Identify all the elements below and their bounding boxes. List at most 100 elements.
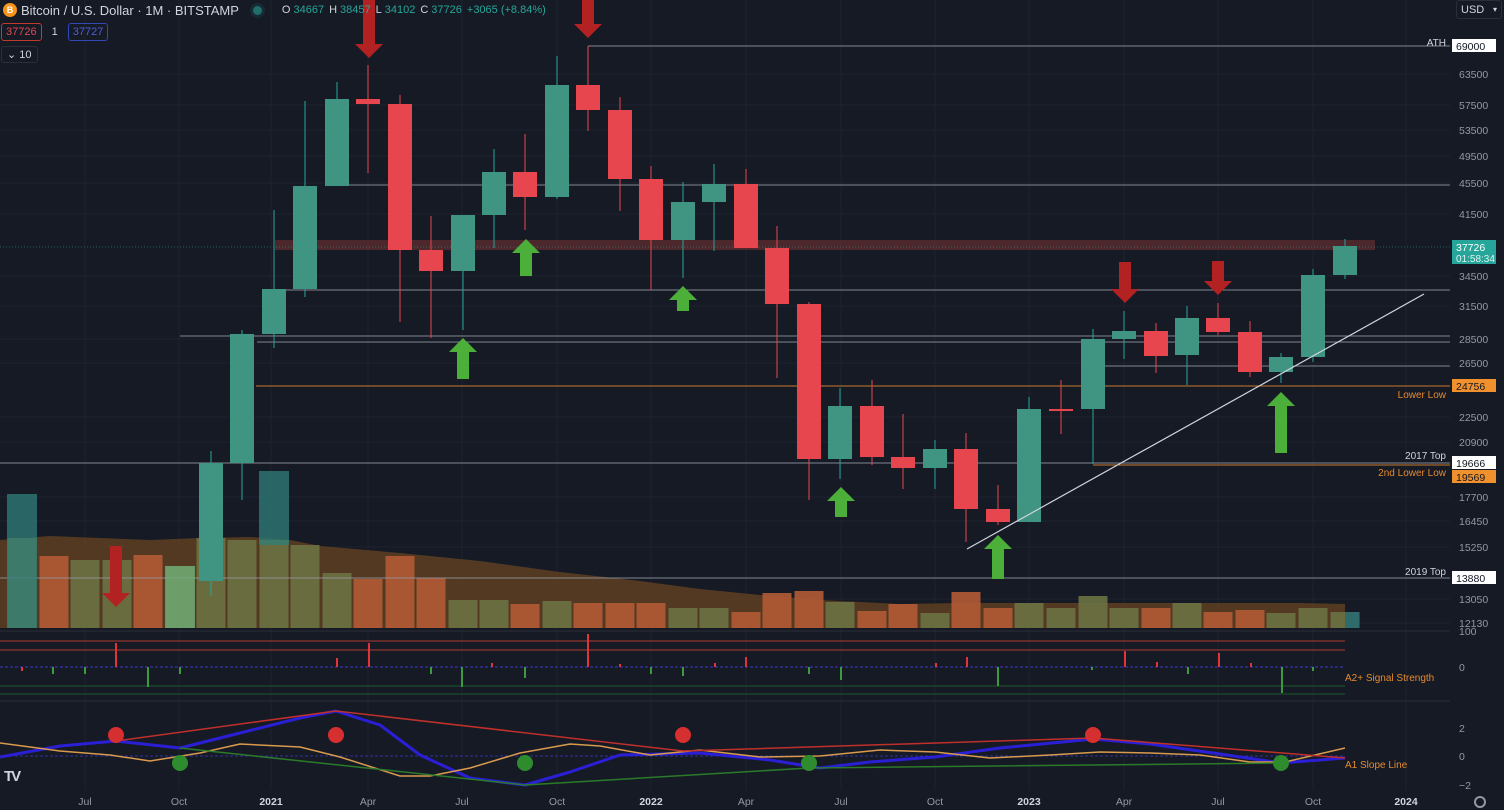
slope-line <box>179 747 1282 786</box>
volume-bar <box>668 608 698 628</box>
volume-bar <box>857 611 887 628</box>
volume-bar <box>605 603 635 628</box>
candle-body <box>262 289 286 334</box>
buy-signal-dot <box>517 755 533 771</box>
candle-body <box>388 104 412 250</box>
market-open-dot-icon <box>252 5 262 15</box>
buy-button[interactable]: 37727 <box>67 23 109 41</box>
time-axis-tick: 2021 <box>259 796 283 808</box>
bitcoin-icon: B <box>3 3 17 17</box>
candle-body <box>1269 357 1293 372</box>
price-label-value: 19666 <box>1456 458 1485 470</box>
up-arrow-icon <box>1267 392 1295 453</box>
candle-body <box>639 179 663 240</box>
price-label-value: 19569 <box>1456 472 1485 484</box>
time-axis-tick: Jul <box>78 796 91 808</box>
volume-bar <box>353 579 383 628</box>
candle-body <box>513 172 537 197</box>
candle-body <box>545 85 569 197</box>
slope-line <box>0 742 1346 777</box>
quantity-field[interactable]: 1 <box>51 26 58 38</box>
candle-body <box>293 186 317 289</box>
slope-axis-tick: 2 <box>1459 723 1465 735</box>
candle-body <box>451 215 475 271</box>
close-label: C <box>420 4 429 16</box>
candle-body <box>1112 331 1136 339</box>
volume-bar <box>825 602 855 628</box>
buy-signal-dot <box>801 755 817 771</box>
trade-panel: 37726 1 37727 <box>0 23 109 41</box>
buy-signal-dot <box>172 755 188 771</box>
down-arrow-icon <box>102 546 130 607</box>
candle-body <box>199 463 223 581</box>
level-caption: Lower Low <box>1398 390 1447 401</box>
slope-axis-tick: 0 <box>1459 751 1465 763</box>
volume-bar <box>920 613 950 628</box>
trendline <box>966 293 1425 550</box>
volume-bar <box>385 556 415 628</box>
candle-body <box>1301 275 1325 357</box>
symbol-header[interactable]: B Bitcoin / U.S. Dollar · 1M · BITSTAMP … <box>0 0 551 20</box>
signal-axis-tick: 100 <box>1459 626 1477 638</box>
low-label: L <box>375 4 382 16</box>
candle-body <box>1333 246 1357 275</box>
up-arrow-icon <box>449 338 477 379</box>
price-axis-tick: 49500 <box>1459 151 1488 163</box>
sell-signal-dot <box>675 727 691 743</box>
candle-body <box>1238 332 1262 372</box>
price-axis-tick: 45500 <box>1459 178 1488 190</box>
price-axis-tick: 31500 <box>1459 301 1488 313</box>
time-axis-tick: Oct <box>927 796 943 808</box>
sell-signal-dot <box>1085 727 1101 743</box>
volume-bar <box>542 601 572 628</box>
candle-body <box>1049 409 1073 411</box>
time-axis-tick: 2023 <box>1017 796 1041 808</box>
currency-selector[interactable]: USD ▾ <box>1456 0 1502 19</box>
volume-bar <box>1014 603 1044 628</box>
sell-button[interactable]: 37726 <box>1 23 42 41</box>
price-axis-tick: 15250 <box>1459 542 1488 554</box>
candle-body <box>1017 409 1041 522</box>
candle-body <box>325 99 349 186</box>
volume-bar <box>951 592 981 628</box>
candle-body <box>954 449 978 509</box>
volume-bar <box>39 556 69 628</box>
slope-line <box>0 709 1346 787</box>
change-value: +3065 (+8.84%) <box>466 4 546 16</box>
down-arrow-icon <box>355 0 383 58</box>
price-axis-tick: 17700 <box>1459 492 1488 504</box>
up-arrow-icon <box>827 487 855 517</box>
price-axis-tick: 26500 <box>1459 358 1488 370</box>
time-axis-tick: Apr <box>1116 796 1133 808</box>
volume-bar <box>699 608 729 628</box>
up-arrow-icon <box>512 239 540 276</box>
volume-bar <box>70 560 100 628</box>
slope-axis-tick: −2 <box>1459 780 1471 792</box>
candle-body <box>1144 331 1168 356</box>
symbol-title[interactable]: Bitcoin / U.S. Dollar · 1M · BITSTAMP <box>21 2 239 18</box>
candle-body <box>1206 318 1230 332</box>
time-axis-tick: Jul <box>1211 796 1224 808</box>
price-axis-tick: 12130 <box>1459 618 1488 630</box>
time-axis-tick: Jul <box>455 796 468 808</box>
high-value: 38457 <box>340 4 371 16</box>
gear-icon[interactable] <box>1474 796 1486 808</box>
candle-body <box>356 99 380 104</box>
volume-bar <box>636 603 666 628</box>
price-label-box <box>1452 240 1496 264</box>
level-caption: 2nd Lower Low <box>1378 468 1447 479</box>
volume-bar <box>322 573 352 628</box>
candle-body <box>671 202 695 240</box>
tradingview-logo[interactable]: TV <box>4 768 21 785</box>
volume-bar <box>133 555 163 628</box>
volume-bar <box>1235 610 1265 628</box>
signal-legend: A2+ Signal Strength <box>1345 673 1434 684</box>
buy-signal-dot <box>1273 755 1289 771</box>
indicators-toggle-button[interactable]: ⌄ 10 <box>1 46 38 63</box>
time-axis-tick: Jul <box>834 796 847 808</box>
price-axis-tick: 28500 <box>1459 334 1488 346</box>
price-axis-tick: 34500 <box>1459 271 1488 283</box>
volume-bar <box>1046 608 1076 628</box>
price-axis-tick: 41500 <box>1459 209 1488 221</box>
